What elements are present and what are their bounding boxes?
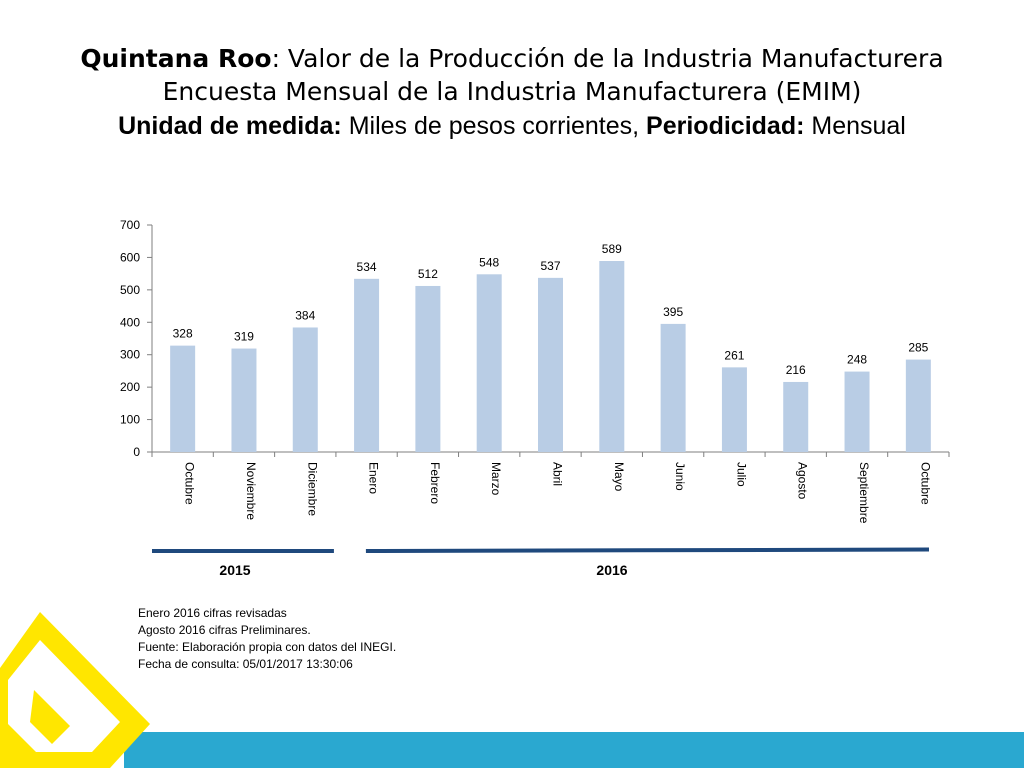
bar [721,367,747,452]
bar [783,381,809,452]
data-label: 512 [418,267,438,281]
bar [660,323,686,452]
bar [170,345,196,452]
note-revised: Enero 2016 cifras revisadas [138,606,287,620]
y-tick-label: 300 [120,348,140,362]
data-label: 319 [234,330,254,344]
title-line-1: Quintana Roo: Valor de la Producción de … [0,42,1024,75]
x-tick-label: Abril [551,462,565,486]
data-label: 537 [540,259,560,273]
x-tick-label: Mayo [612,462,626,492]
y-tick-label: 400 [120,315,140,329]
period-value: Mensual [804,112,906,140]
period-label: Periodicidad: [646,112,805,140]
y-tick-label: 0 [133,445,140,459]
x-tick-label: Noviembre [244,462,258,520]
data-label: 384 [295,308,315,322]
year-label: 2016 [596,562,627,578]
y-tick-label: 200 [120,380,140,394]
x-tick-label: Diciembre [305,462,319,516]
x-tick-label: Octubre [918,462,932,505]
x-tick-label: Febrero [428,462,442,504]
note-source: Fuente: Elaboración propia con datos del… [138,640,397,654]
y-tick-label: 600 [120,250,140,264]
slide-title: Quintana Roo: Valor de la Producción de … [0,42,1024,144]
bar [476,274,502,452]
data-label: 395 [663,305,683,319]
note-date: Fecha de consulta: 05/01/2017 13:30:06 [138,657,353,671]
data-label: 548 [479,255,499,269]
note-preliminary: Agosto 2016 cifras Preliminares. [138,623,311,637]
bar [844,371,870,452]
logo-diamond-icon [0,612,150,768]
footer-band [124,732,1024,768]
data-label: 589 [602,242,622,256]
unit-label: Unidad de medida: [118,112,342,140]
bar [599,260,625,452]
title-line-2: Encuesta Mensual de la Industria Manufac… [162,77,862,106]
data-label: 216 [786,363,806,377]
year-label: 2015 [219,562,250,578]
year-bracket [365,547,930,553]
x-tick-label: Enero [367,462,381,494]
footnotes: Enero 2016 cifras revisadas Agosto 2016 … [138,605,396,673]
title-region: Quintana Roo [80,44,272,73]
data-label: 248 [847,353,867,367]
x-tick-label: Octubre [183,462,197,505]
bar [292,327,318,452]
data-label: 328 [173,327,193,341]
bar [231,348,257,452]
bar-chart: 0 100 200 300 400 500 600 700 328 Octubre 319 Novie… [120,218,950,578]
data-label: 261 [724,348,744,362]
data-label: 534 [357,260,377,274]
bar [538,277,563,452]
x-tick-label: Junio [673,462,687,491]
data-label: 285 [908,341,928,355]
title-main: : Valor de la Producción de la Industria… [271,44,944,73]
x-tick-label: Agosto [796,462,810,500]
x-tick-label: Marzo [489,462,503,496]
x-tick-label: Julio [734,462,748,487]
bar [354,278,380,452]
bar [415,285,441,452]
x-tick-label: Septiembre [857,462,871,524]
y-tick-label: 500 [120,283,140,297]
y-tick-label: 100 [120,413,140,427]
bar [905,359,931,452]
title-line-3: Unidad de medida: Miles de pesos corrien… [0,108,1024,144]
y-tick-label: 700 [120,218,140,232]
unit-value: Miles de pesos corrientes, [341,112,647,140]
